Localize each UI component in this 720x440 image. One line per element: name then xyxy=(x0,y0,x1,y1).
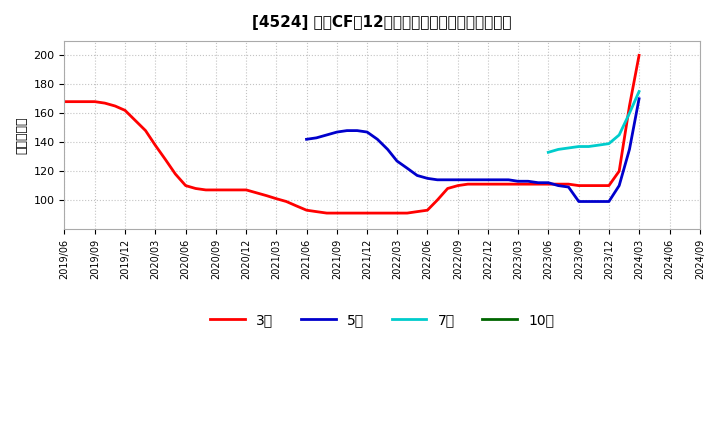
Y-axis label: （百万円）: （百万円） xyxy=(15,116,28,154)
Title: [4524] 投賄CFの12か月移動合計の標準偏差の推移: [4524] 投賄CFの12か月移動合計の標準偏差の推移 xyxy=(253,15,512,30)
Legend: 3年, 5年, 7年, 10年: 3年, 5年, 7年, 10年 xyxy=(204,308,559,333)
